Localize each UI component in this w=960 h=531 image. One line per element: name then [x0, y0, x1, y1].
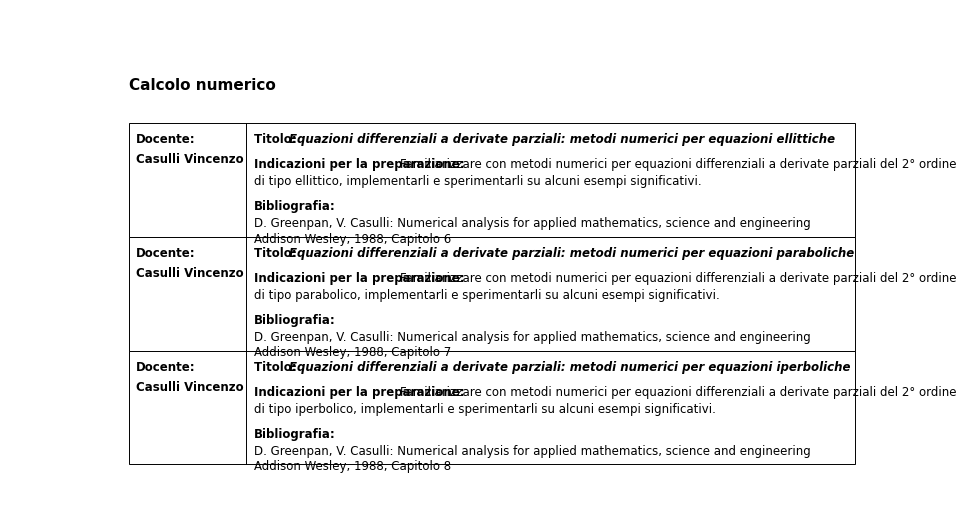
- Bar: [129, 350, 855, 465]
- Text: Addison Wesley, 1988, Capitolo 8: Addison Wesley, 1988, Capitolo 8: [253, 460, 451, 473]
- Text: Titolo:: Titolo:: [253, 361, 300, 374]
- Text: Familiarizzare con metodi numerici per equazioni differenziali a derivate parzia: Familiarizzare con metodi numerici per e…: [399, 386, 956, 399]
- Text: di tipo ellittico, implementarli e sperimentarli su alcuni esempi significativi.: di tipo ellittico, implementarli e speri…: [253, 175, 702, 188]
- Text: Equazioni differenziali a derivate parziali: metodi numerici per equazioni ellit: Equazioni differenziali a derivate parzi…: [289, 133, 835, 146]
- Text: Casulli Vincenzo: Casulli Vincenzo: [136, 267, 244, 280]
- Text: Addison Wesley, 1988, Capitolo 6: Addison Wesley, 1988, Capitolo 6: [253, 233, 451, 246]
- Text: di tipo iperbolico, implementarli e sperimentarli su alcuni esempi significativi: di tipo iperbolico, implementarli e sper…: [253, 403, 716, 416]
- Text: Titolo:: Titolo:: [253, 247, 300, 260]
- Text: Equazioni differenziali a derivate parziali: metodi numerici per equazioni iperb: Equazioni differenziali a derivate parzi…: [289, 361, 851, 374]
- Text: Docente:: Docente:: [136, 133, 196, 146]
- Text: Calcolo numerico: Calcolo numerico: [129, 78, 276, 93]
- Text: Docente:: Docente:: [136, 361, 196, 374]
- Text: D. Greenpan, V. Casulli: Numerical analysis for applied mathematics, science and: D. Greenpan, V. Casulli: Numerical analy…: [253, 331, 810, 344]
- Text: Indicazioni per la preparazione:: Indicazioni per la preparazione:: [253, 386, 468, 399]
- Text: Casulli Vincenzo: Casulli Vincenzo: [136, 153, 244, 166]
- Bar: [129, 237, 855, 350]
- Text: D. Greenpan, V. Casulli: Numerical analysis for applied mathematics, science and: D. Greenpan, V. Casulli: Numerical analy…: [253, 445, 810, 458]
- Text: Casulli Vincenzo: Casulli Vincenzo: [136, 381, 244, 394]
- Bar: [129, 123, 855, 237]
- Text: Addison Wesley, 1988, Capitolo 7: Addison Wesley, 1988, Capitolo 7: [253, 346, 451, 359]
- Text: Familiarizzare con metodi numerici per equazioni differenziali a derivate parzia: Familiarizzare con metodi numerici per e…: [399, 272, 956, 285]
- Text: Familiarizzare con metodi numerici per equazioni differenziali a derivate parzia: Familiarizzare con metodi numerici per e…: [399, 158, 956, 171]
- Text: di tipo parabolico, implementarli e sperimentarli su alcuni esempi significativi: di tipo parabolico, implementarli e sper…: [253, 289, 720, 302]
- Text: Bibliografia:: Bibliografia:: [253, 200, 336, 213]
- Text: Indicazioni per la preparazione:: Indicazioni per la preparazione:: [253, 272, 468, 285]
- Text: D. Greenpan, V. Casulli: Numerical analysis for applied mathematics, science and: D. Greenpan, V. Casulli: Numerical analy…: [253, 217, 810, 230]
- Text: Bibliografia:: Bibliografia:: [253, 427, 336, 441]
- Text: Docente:: Docente:: [136, 247, 196, 260]
- Text: Titolo:: Titolo:: [253, 133, 300, 146]
- Text: Indicazioni per la preparazione:: Indicazioni per la preparazione:: [253, 158, 468, 171]
- Text: Bibliografia:: Bibliografia:: [253, 314, 336, 327]
- Text: Equazioni differenziali a derivate parziali: metodi numerici per equazioni parab: Equazioni differenziali a derivate parzi…: [289, 247, 854, 260]
